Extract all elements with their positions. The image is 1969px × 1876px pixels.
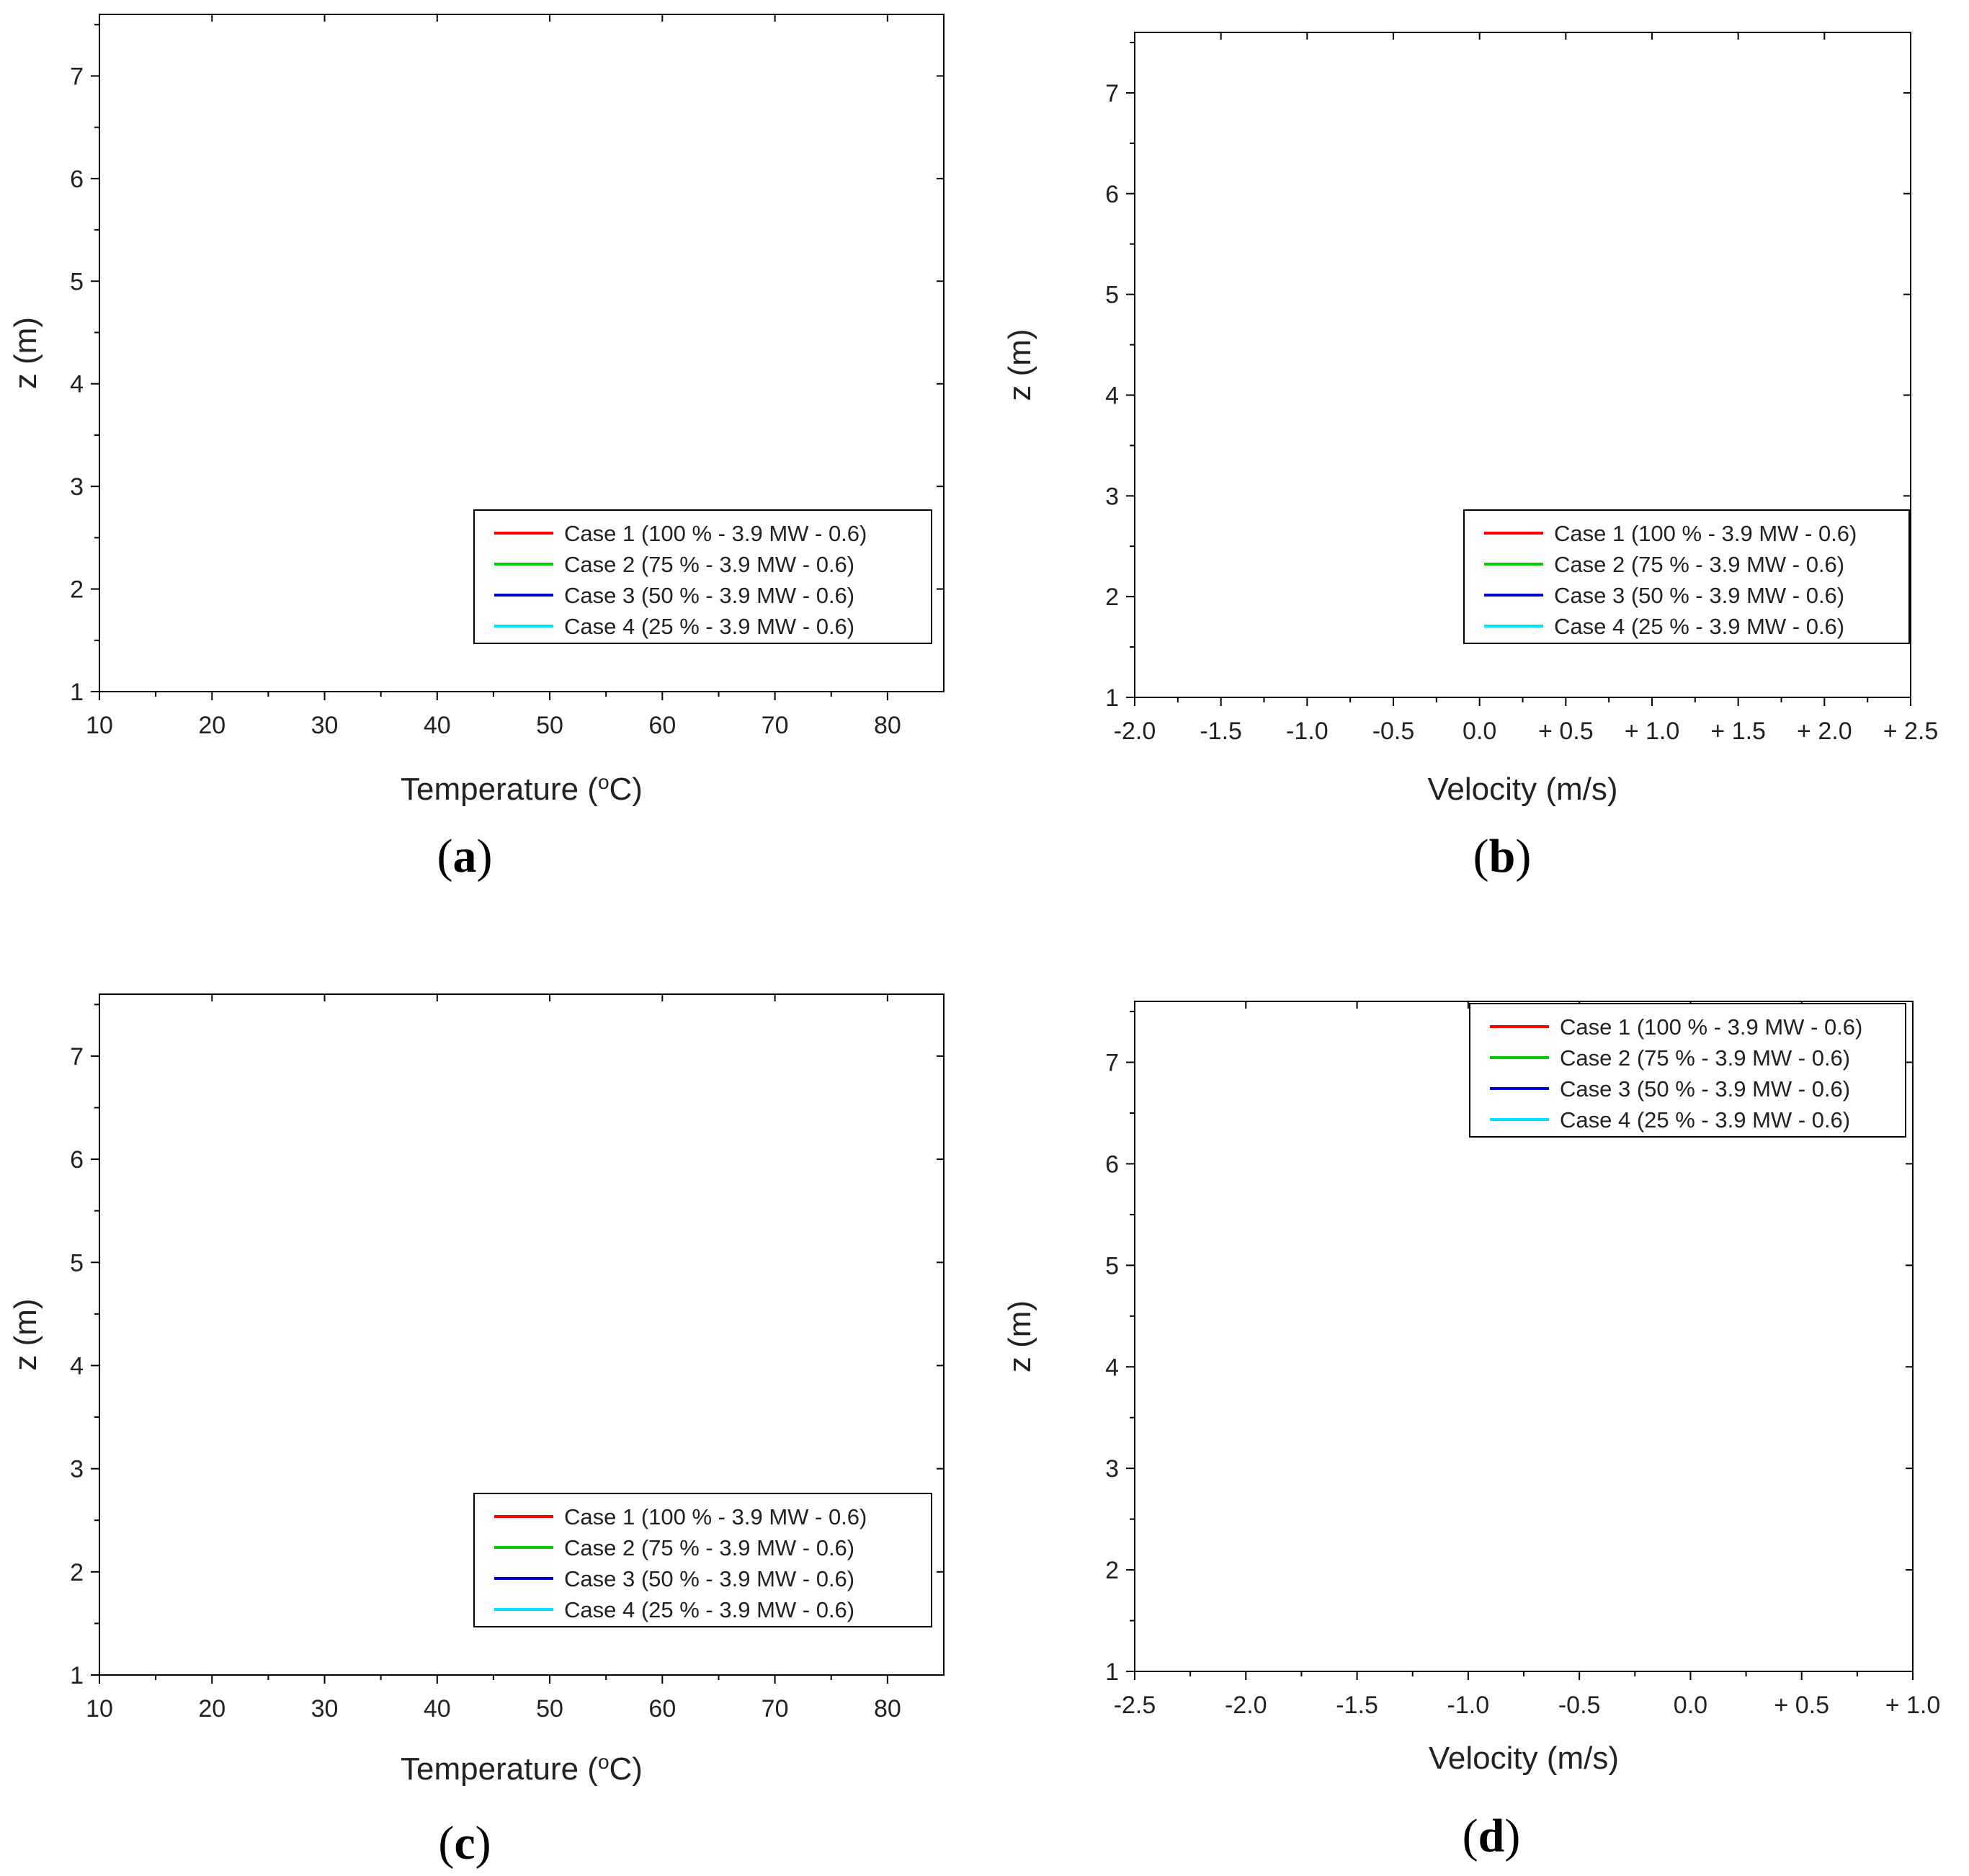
x-tick-label: -0.5 [1558, 1692, 1601, 1719]
x-tick-label: 80 [874, 712, 901, 739]
legend-label-case-4: Case 4 (25 % - 3.9 MW - 0.6) [1560, 1107, 1850, 1133]
y-tick-label: 2 [70, 1559, 84, 1586]
x-tick-label: 60 [648, 712, 676, 739]
x-tick-label: -0.5 [1372, 718, 1415, 745]
y-tick-label: 6 [1105, 1151, 1119, 1178]
y-tick-label: 3 [1105, 483, 1119, 510]
y-axis-label: z (m) [1002, 329, 1037, 401]
legend: Case 1 (100 % - 3.9 MW - 0.6) Case 2 (75 … [473, 509, 932, 644]
x-tick-label: 80 [874, 1695, 901, 1723]
x-axis-label: Temperature (oC) [401, 771, 643, 808]
y-tick-label: 1 [1105, 1658, 1119, 1686]
legend-label-case-2: Case 2 (75 % - 3.9 MW - 0.6) [564, 1535, 854, 1560]
x-tick-label: 0.0 [1463, 718, 1496, 745]
legend-label-case-1: Case 1 (100 % - 3.9 MW - 0.6) [1560, 1014, 1862, 1040]
y-tick-label: 3 [70, 1456, 84, 1483]
y-tick-label: 2 [1105, 1557, 1119, 1584]
x-tick-label: 40 [424, 1695, 451, 1723]
x-tick-label: 0.0 [1674, 1692, 1707, 1719]
y-tick-label: 4 [1105, 382, 1119, 409]
legend: Case 1 (100 % - 3.9 MW - 0.6) Case 2 (75 … [473, 1493, 932, 1627]
y-tick-label: 3 [70, 473, 84, 501]
x-tick-label: 40 [424, 712, 451, 739]
legend-label-case-3: Case 3 (50 % - 3.9 MW - 0.6) [1560, 1076, 1850, 1102]
legend-label-case-1: Case 1 (100 % - 3.9 MW - 0.6) [564, 1504, 867, 1529]
y-tick-label: 4 [70, 371, 84, 398]
x-tick-label: 30 [311, 712, 339, 739]
y-tick-label: 7 [70, 1043, 84, 1071]
y-tick-label: 1 [70, 1662, 84, 1689]
legend-label-case-2: Case 2 (75 % - 3.9 MW - 0.6) [564, 552, 854, 577]
x-axis-label: Velocity (m/s) [1427, 772, 1617, 807]
panel-c: 10 20 30 40 50 60 70 80 1 2 3 4 5 6 7 Temperature (oC) z… [8, 993, 945, 1870]
y-tick-label: 6 [1105, 181, 1119, 208]
y-tick-label: 4 [70, 1352, 84, 1380]
y-tick-label: 4 [1105, 1354, 1119, 1381]
legend: Case 1 (100 % - 3.9 MW - 0.6) Case 2 (75 … [1463, 509, 1910, 644]
x-axis-label: Temperature (oC) [401, 1751, 643, 1787]
x-tick-label: 60 [648, 1695, 676, 1723]
legend-label-case-1: Case 1 (100 % - 3.9 MW - 0.6) [1554, 521, 1857, 546]
x-tick-label: -1.5 [1336, 1692, 1378, 1719]
y-tick-label: 5 [1105, 1252, 1119, 1279]
x-tick-label: 20 [198, 1695, 226, 1723]
legend-label-case-3: Case 3 (50 % - 3.9 MW - 0.6) [564, 583, 854, 608]
x-tick-label: + 1.0 [1885, 1692, 1941, 1719]
x-tick-label: 20 [198, 712, 226, 739]
legend-label-case-4: Case 4 (25 % - 3.9 MW - 0.6) [564, 614, 854, 639]
x-tick-label: + 0.5 [1538, 718, 1594, 745]
panel-caption: (d) [1463, 1810, 1521, 1862]
x-tick-label: -2.0 [1114, 718, 1156, 745]
legend-label-case-4: Case 4 (25 % - 3.9 MW - 0.6) [564, 1597, 854, 1622]
legend-label-case-3: Case 3 (50 % - 3.9 MW - 0.6) [1554, 583, 1844, 608]
x-tick-label: + 1.0 [1625, 718, 1680, 745]
y-tick-label: 2 [1105, 584, 1119, 611]
x-tick-label: -1.0 [1447, 1692, 1490, 1719]
y-tick-label: 6 [70, 166, 84, 193]
x-tick-label: + 2.5 [1883, 718, 1939, 745]
x-tick-label: 10 [86, 712, 113, 739]
x-tick-label: 50 [536, 712, 563, 739]
y-tick-label: 5 [70, 268, 84, 295]
legend-label-case-4: Case 4 (25 % - 3.9 MW - 0.6) [1554, 614, 1844, 639]
x-axis-label: Velocity (m/s) [1429, 1741, 1619, 1776]
y-axis-label: z (m) [8, 317, 43, 389]
panel-caption: (a) [437, 830, 493, 883]
x-tick-label: -1.5 [1200, 718, 1242, 745]
y-tick-label: 7 [70, 63, 84, 90]
x-tick-label: -2.5 [1114, 1692, 1156, 1719]
panel-caption: (c) [438, 1817, 491, 1870]
y-tick-label: 6 [70, 1146, 84, 1174]
y-axis-label: z (m) [1002, 1300, 1037, 1372]
y-tick-label: 1 [70, 679, 84, 706]
legend-label-case-2: Case 2 (75 % - 3.9 MW - 0.6) [1560, 1045, 1850, 1071]
panel-b: -2.0 -1.5 -1.0 -0.5 0.0 + 0.5 + 1.0 + 1.5 + 2.0 +… [1002, 32, 1938, 883]
x-tick-label: 10 [86, 1695, 113, 1723]
x-tick-label: + 2.0 [1797, 718, 1852, 745]
y-tick-label: 2 [70, 576, 84, 604]
y-tick-label: 5 [1105, 282, 1119, 309]
legend-label-case-3: Case 3 (50 % - 3.9 MW - 0.6) [564, 1566, 854, 1591]
x-tick-label: -2.0 [1225, 1692, 1267, 1719]
x-tick-label: + 1.5 [1710, 718, 1766, 745]
legend-label-case-2: Case 2 (75 % - 3.9 MW - 0.6) [1554, 552, 1844, 577]
x-tick-label: -1.0 [1286, 718, 1329, 745]
y-tick-label: 1 [1105, 684, 1119, 712]
x-tick-label: + 0.5 [1774, 1692, 1829, 1719]
panel-a: 10 20 30 40 50 60 70 80 1 2 3 4 5 6 7 Temperature (oC) z… [8, 14, 945, 883]
x-tick-label: 70 [762, 1695, 789, 1723]
x-tick-label: 70 [762, 712, 789, 739]
y-tick-label: 7 [1105, 1050, 1119, 1077]
y-tick-label: 3 [1105, 1455, 1119, 1483]
y-axis-label: z (m) [8, 1298, 43, 1370]
panel-d: -2.5 -2.0 -1.5 -1.0 -0.5 0.0 + 0.5 + 1.0 1 2 3 4 5 6 7… [1002, 1001, 1940, 1862]
x-tick-label: 50 [536, 1695, 563, 1723]
x-tick-label: 30 [311, 1695, 339, 1723]
y-tick-label: 5 [70, 1249, 84, 1277]
legend: Case 1 (100 % - 3.9 MW - 0.6) Case 2 (75 … [1469, 1003, 1906, 1138]
panel-caption: (b) [1473, 830, 1532, 883]
legend-label-case-1: Case 1 (100 % - 3.9 MW - 0.6) [564, 521, 867, 546]
y-tick-label: 7 [1105, 80, 1119, 107]
